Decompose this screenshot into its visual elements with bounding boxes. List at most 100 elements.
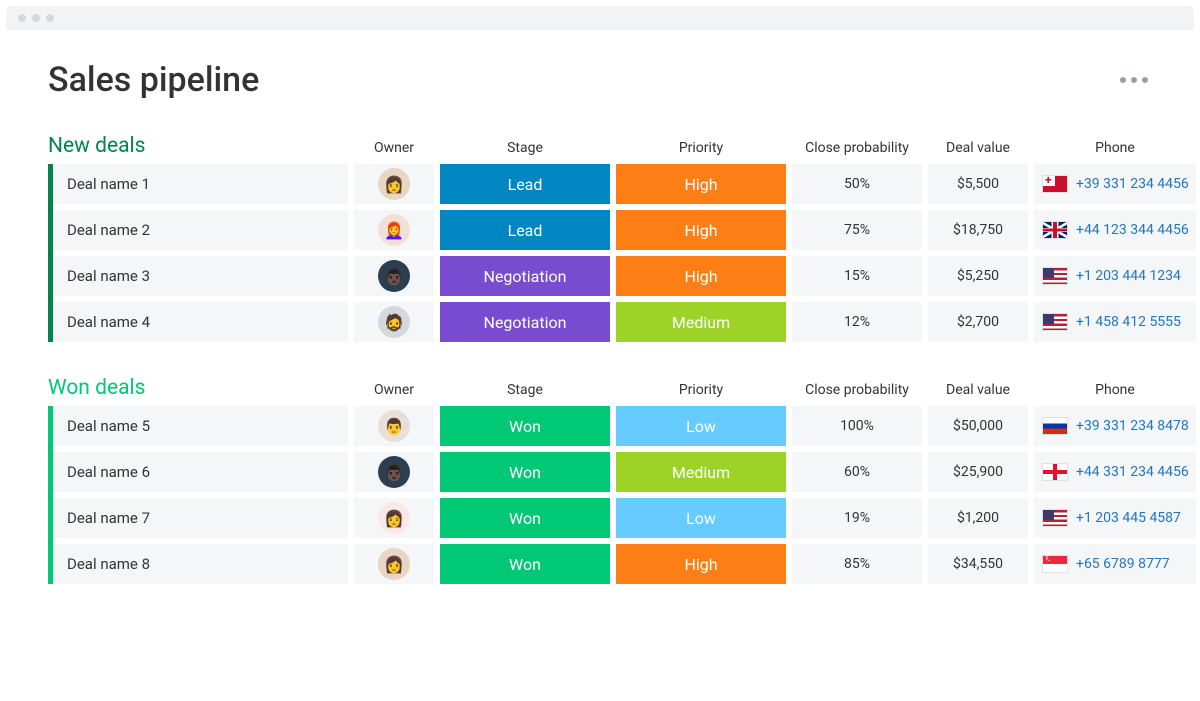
close-probability-cell[interactable]: 15% xyxy=(792,256,922,296)
table-row[interactable]: Deal name 6👨🏿WonMedium60%$25,900+44 331 … xyxy=(53,452,1152,492)
phone-cell[interactable]: +39 331 234 4456 xyxy=(1034,164,1196,204)
priority-cell[interactable]: High xyxy=(616,164,786,204)
deal-value-cell[interactable]: $2,700 xyxy=(928,302,1028,342)
column-header-priority[interactable]: Priority xyxy=(616,382,786,400)
phone-cell[interactable]: +65 6789 8777 xyxy=(1034,544,1196,584)
table-row[interactable]: Deal name 8👩WonHigh85%$34,550+65 6789 87… xyxy=(53,544,1152,584)
column-header-owner[interactable]: Owner xyxy=(354,140,434,158)
owner-cell[interactable]: 🧔 xyxy=(354,302,434,342)
stage-cell[interactable]: Won xyxy=(440,452,610,492)
owner-cell[interactable]: 👩 xyxy=(354,164,434,204)
deal-value-cell[interactable]: $5,500 xyxy=(928,164,1028,204)
deal-value-cell[interactable]: $34,550 xyxy=(928,544,1028,584)
deal-value-cell[interactable]: $25,900 xyxy=(928,452,1028,492)
deal-value-cell[interactable]: $50,000 xyxy=(928,406,1028,446)
priority-cell[interactable]: High xyxy=(616,210,786,250)
avatar[interactable]: 👨🏿 xyxy=(378,456,410,488)
owner-cell[interactable]: 👩‍🦰 xyxy=(354,210,434,250)
close-probability-cell[interactable]: 19% xyxy=(792,498,922,538)
priority-cell[interactable]: High xyxy=(616,544,786,584)
column-header-phone[interactable]: Phone xyxy=(1034,382,1196,400)
avatar[interactable]: 👩‍🦰 xyxy=(378,214,410,246)
close-probability-cell[interactable]: 75% xyxy=(792,210,922,250)
group-title[interactable]: New deals xyxy=(48,134,348,158)
phone-link[interactable]: +39 331 234 4456 xyxy=(1076,176,1189,192)
priority-cell[interactable]: Low xyxy=(616,498,786,538)
deal-name-cell[interactable]: Deal name 8 xyxy=(53,544,348,584)
priority-cell[interactable]: High xyxy=(616,256,786,296)
close-probability-cell[interactable]: 100% xyxy=(792,406,922,446)
stage-cell[interactable]: Lead xyxy=(440,210,610,250)
priority-cell[interactable]: Low xyxy=(616,406,786,446)
phone-cell[interactable]: +39 331 234 8478 xyxy=(1034,406,1196,446)
close-probability-cell[interactable]: 50% xyxy=(792,164,922,204)
deal-name-cell[interactable]: Deal name 5 xyxy=(53,406,348,446)
table-row[interactable]: Deal name 2👩‍🦰LeadHigh75%$18,750+44 123 … xyxy=(53,210,1152,250)
phone-cell[interactable]: +1 458 412 5555 xyxy=(1034,302,1196,342)
owner-cell[interactable]: 👩 xyxy=(354,498,434,538)
deal-value-cell[interactable]: $18,750 xyxy=(928,210,1028,250)
column-header-close_probability[interactable]: Close probability xyxy=(792,382,922,400)
owner-cell[interactable]: 👨 xyxy=(354,406,434,446)
column-header-close_probability[interactable]: Close probability xyxy=(792,140,922,158)
flag-ru-icon xyxy=(1042,417,1068,435)
table-row[interactable]: Deal name 7👩WonLow19%$1,200+1 203 445 45… xyxy=(53,498,1152,538)
close-probability-cell[interactable]: 85% xyxy=(792,544,922,584)
owner-cell[interactable]: 👩 xyxy=(354,544,434,584)
group-title[interactable]: Won deals xyxy=(48,376,348,400)
phone-link[interactable]: +65 6789 8777 xyxy=(1076,556,1170,572)
close-probability-cell[interactable]: 12% xyxy=(792,302,922,342)
table-row[interactable]: Deal name 3👨🏿NegotiationHigh15%$5,250+1 … xyxy=(53,256,1152,296)
phone-link[interactable]: +44 331 234 4456 xyxy=(1076,464,1189,480)
stage-cell[interactable]: Negotiation xyxy=(440,302,610,342)
deal-value-cell[interactable]: $5,250 xyxy=(928,256,1028,296)
avatar[interactable]: 🧔 xyxy=(378,306,410,338)
flag-us-icon xyxy=(1042,267,1068,285)
deal-name-cell[interactable]: Deal name 7 xyxy=(53,498,348,538)
avatar[interactable]: 👩 xyxy=(378,548,410,580)
owner-cell[interactable]: 👨🏿 xyxy=(354,256,434,296)
window-chrome xyxy=(6,6,1194,30)
stage-cell[interactable]: Won xyxy=(440,544,610,584)
phone-link[interactable]: +1 458 412 5555 xyxy=(1076,314,1181,330)
phone-link[interactable]: +1 203 444 1234 xyxy=(1076,268,1181,284)
more-options-button[interactable] xyxy=(1116,73,1152,87)
deal-name-cell[interactable]: Deal name 6 xyxy=(53,452,348,492)
priority-cell[interactable]: Medium xyxy=(616,452,786,492)
table-row[interactable]: Deal name 4🧔NegotiationMedium12%$2,700+1… xyxy=(53,302,1152,342)
chrome-dot xyxy=(18,14,26,22)
column-header-owner[interactable]: Owner xyxy=(354,382,434,400)
close-probability-cell[interactable]: 60% xyxy=(792,452,922,492)
deal-name-cell[interactable]: Deal name 1 xyxy=(53,164,348,204)
column-header-stage[interactable]: Stage xyxy=(440,140,610,158)
avatar[interactable]: 👩 xyxy=(378,502,410,534)
deal-name-cell[interactable]: Deal name 4 xyxy=(53,302,348,342)
deal-name-cell[interactable]: Deal name 3 xyxy=(53,256,348,296)
phone-cell[interactable]: +1 203 445 4587 xyxy=(1034,498,1196,538)
phone-cell[interactable]: +44 331 234 4456 xyxy=(1034,452,1196,492)
table-row[interactable]: Deal name 5👨WonLow100%$50,000+39 331 234… xyxy=(53,406,1152,446)
avatar[interactable]: 👨 xyxy=(378,410,410,442)
column-header-deal_value[interactable]: Deal value xyxy=(928,382,1028,400)
column-header-stage[interactable]: Stage xyxy=(440,382,610,400)
owner-cell[interactable]: 👨🏿 xyxy=(354,452,434,492)
column-header-deal_value[interactable]: Deal value xyxy=(928,140,1028,158)
column-header-priority[interactable]: Priority xyxy=(616,140,786,158)
phone-link[interactable]: +1 203 445 4587 xyxy=(1076,510,1181,526)
phone-cell[interactable]: +44 123 344 4456 xyxy=(1034,210,1196,250)
flag-us-icon xyxy=(1042,313,1068,331)
priority-cell[interactable]: Medium xyxy=(616,302,786,342)
stage-cell[interactable]: Won xyxy=(440,498,610,538)
deal-value-cell[interactable]: $1,200 xyxy=(928,498,1028,538)
column-header-phone[interactable]: Phone xyxy=(1034,140,1196,158)
avatar[interactable]: 👩 xyxy=(378,168,410,200)
stage-cell[interactable]: Negotiation xyxy=(440,256,610,296)
table-row[interactable]: Deal name 1👩LeadHigh50%$5,500+39 331 234… xyxy=(53,164,1152,204)
avatar[interactable]: 👨🏿 xyxy=(378,260,410,292)
phone-link[interactable]: +39 331 234 8478 xyxy=(1076,418,1189,434)
stage-cell[interactable]: Won xyxy=(440,406,610,446)
phone-cell[interactable]: +1 203 444 1234 xyxy=(1034,256,1196,296)
phone-link[interactable]: +44 123 344 4456 xyxy=(1076,222,1189,238)
deal-name-cell[interactable]: Deal name 2 xyxy=(53,210,348,250)
stage-cell[interactable]: Lead xyxy=(440,164,610,204)
